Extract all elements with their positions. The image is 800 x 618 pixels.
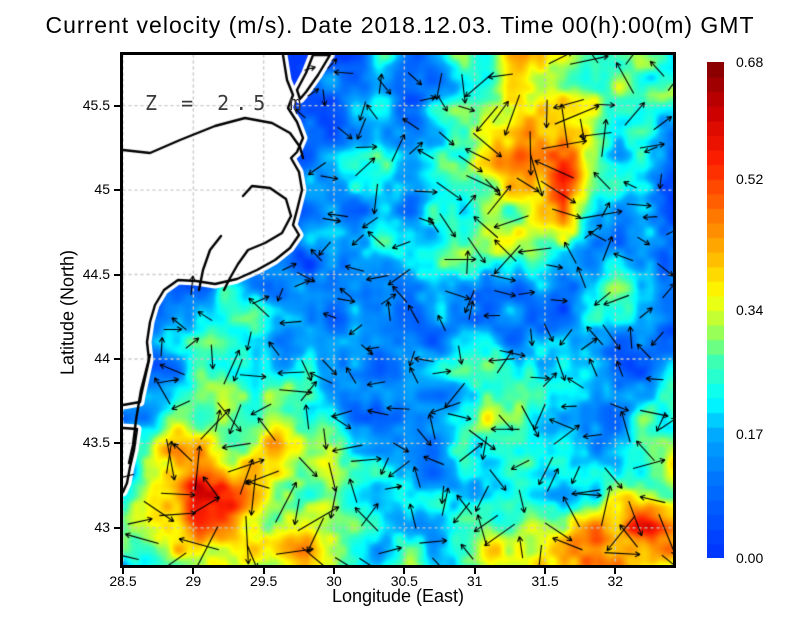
colorbar-tick-label: 0.34 bbox=[736, 302, 764, 318]
colorbar-tick-label: 0.17 bbox=[736, 426, 764, 442]
x-tick-mark bbox=[403, 568, 406, 574]
chart-title: Current velocity (m/s). Date 2018.12.03.… bbox=[45, 12, 755, 38]
y-tick-mark bbox=[114, 189, 120, 192]
colorbar bbox=[707, 62, 724, 558]
y-tick-mark bbox=[114, 273, 120, 276]
y-tick-label: 44.5 bbox=[82, 265, 110, 282]
x-tick-label: 29 bbox=[185, 573, 202, 589]
y-tick-mark bbox=[114, 357, 120, 360]
x-tick-mark bbox=[332, 568, 335, 574]
depth-annotation: Z = 2.5 m bbox=[145, 91, 308, 115]
y-tick-label: 43 bbox=[94, 518, 110, 535]
x-tick-label: 28.5 bbox=[109, 573, 137, 589]
y-axis-label: Latitude (North) bbox=[57, 249, 78, 376]
heatmap-vector-canvas bbox=[123, 55, 673, 565]
y-tick-mark bbox=[114, 442, 120, 445]
y-tick-label: 43.5 bbox=[82, 434, 110, 451]
y-tick-label: 45.5 bbox=[82, 96, 110, 113]
x-tick-label: 30.5 bbox=[390, 573, 418, 589]
x-tick-label: 29.5 bbox=[250, 573, 278, 589]
y-tick-mark bbox=[114, 526, 120, 529]
x-tick-label: 31 bbox=[466, 573, 483, 589]
colorbar-tick-label: 0.52 bbox=[736, 170, 764, 187]
x-tick-mark bbox=[262, 568, 265, 574]
x-tick-mark bbox=[192, 568, 195, 574]
y-tick-label: 44 bbox=[94, 349, 110, 366]
x-tick-mark bbox=[614, 568, 617, 574]
x-tick-label: 30 bbox=[326, 573, 342, 589]
x-tick-mark bbox=[122, 568, 124, 574]
x-tick-label: 32 bbox=[607, 573, 624, 589]
plot-area: Z = 2.5 m bbox=[120, 52, 676, 568]
y-tick-label: 45 bbox=[94, 181, 110, 198]
x-tick-mark bbox=[473, 568, 476, 574]
x-tick-label: 31.5 bbox=[531, 573, 559, 589]
x-axis-label: Longitude (East) bbox=[331, 586, 465, 606]
colorbar-tick-label: 0.68 bbox=[736, 54, 764, 70]
colorbar-tick-label: 0.00 bbox=[736, 550, 764, 566]
x-tick-mark bbox=[543, 568, 546, 574]
y-tick-mark bbox=[114, 104, 120, 107]
